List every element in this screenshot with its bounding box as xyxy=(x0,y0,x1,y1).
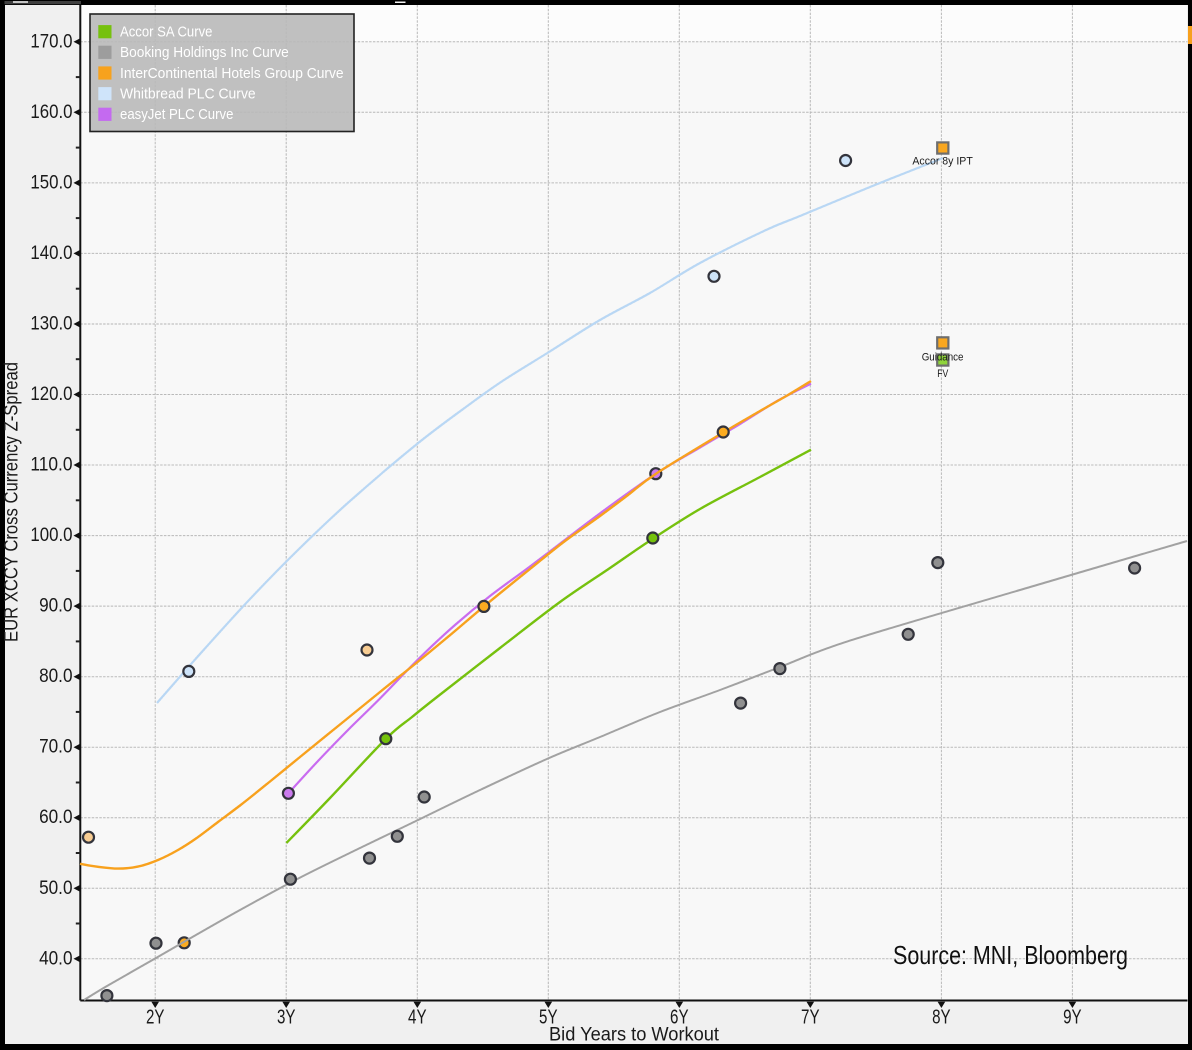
svg-text:160.0: 160.0 xyxy=(30,102,72,123)
svg-text:FV: FV xyxy=(937,368,949,380)
svg-text:EUR XCCY Cross Currency Z-Spre: EUR XCCY Cross Currency Z-Spread xyxy=(2,362,23,642)
svg-text:70.0: 70.0 xyxy=(39,737,72,758)
svg-text:150.0: 150.0 xyxy=(30,172,72,193)
svg-text:60.0: 60.0 xyxy=(39,807,72,828)
svg-text:Source: MNI, Bloomberg: Source: MNI, Bloomberg xyxy=(893,940,1128,970)
svg-text:3Y: 3Y xyxy=(277,1007,296,1029)
svg-text:100.0: 100.0 xyxy=(30,525,72,546)
svg-text:7Y: 7Y xyxy=(801,1007,820,1029)
svg-text:Whitbread PLC Curve: Whitbread PLC Curve xyxy=(120,87,256,103)
svg-text:140.0: 140.0 xyxy=(30,243,72,264)
svg-text:Guidance: Guidance xyxy=(922,351,964,363)
svg-text:Bid Years to Workout: Bid Years to Workout xyxy=(549,1024,720,1045)
svg-text:5Y: 5Y xyxy=(539,1007,558,1029)
svg-text:Accor 8y IPT: Accor 8y IPT xyxy=(912,155,973,167)
svg-text:InterContinental Hotels Group: InterContinental Hotels Group Curve xyxy=(120,66,344,82)
svg-text:90.0: 90.0 xyxy=(39,596,72,617)
svg-text:2Y: 2Y xyxy=(146,1007,165,1029)
svg-text:50.0: 50.0 xyxy=(39,878,72,899)
svg-text:170.0: 170.0 xyxy=(30,31,72,52)
svg-text:Booking Holdings Inc Curve: Booking Holdings Inc Curve xyxy=(120,45,289,61)
svg-text:80.0: 80.0 xyxy=(39,666,72,687)
svg-text:9Y: 9Y xyxy=(1063,1007,1082,1029)
svg-text:4Y: 4Y xyxy=(408,1007,427,1029)
svg-text:6Y: 6Y xyxy=(670,1007,689,1029)
svg-text:120.0: 120.0 xyxy=(30,384,72,405)
svg-text:110.0: 110.0 xyxy=(30,455,72,476)
svg-text:8Y: 8Y xyxy=(932,1007,951,1029)
svg-text:easyJet PLC Curve: easyJet PLC Curve xyxy=(120,107,233,123)
svg-text:130.0: 130.0 xyxy=(30,314,72,335)
svg-text:40.0: 40.0 xyxy=(39,948,72,969)
svg-text:Accor SA Curve: Accor SA Curve xyxy=(120,25,212,41)
